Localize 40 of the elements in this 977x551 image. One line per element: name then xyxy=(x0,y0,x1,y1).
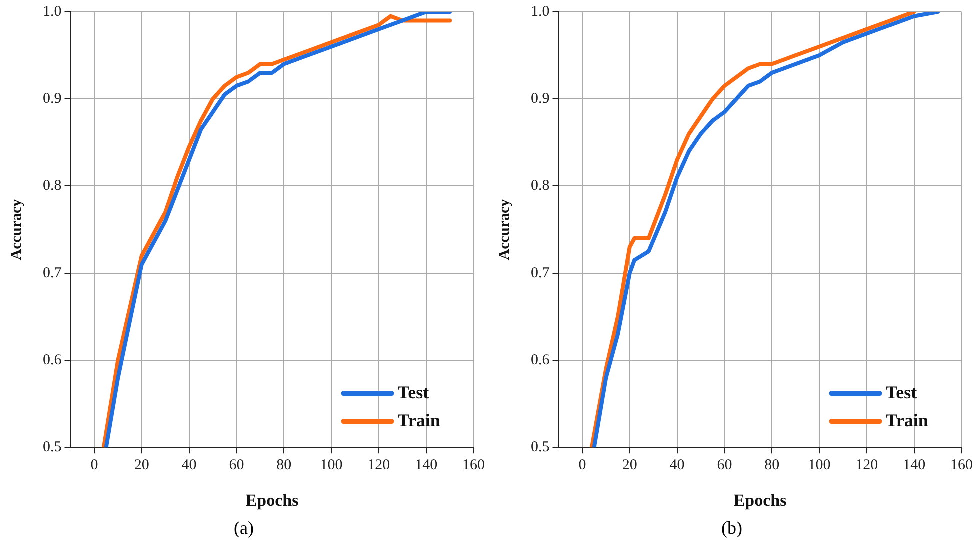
x-tick-label: 20 xyxy=(134,458,150,474)
x-tick-label: 120 xyxy=(368,458,390,474)
legend-label: Test xyxy=(886,382,918,402)
y-tick-label: 1.0 xyxy=(531,4,550,20)
x-tick-label: 40 xyxy=(182,458,197,474)
x-tick-label: 100 xyxy=(808,458,831,474)
y-tick-label: 0.7 xyxy=(531,265,550,282)
y-tick-label: 1.0 xyxy=(43,4,62,20)
x-tick-label: 120 xyxy=(856,458,878,474)
y-tick-label: 0.9 xyxy=(43,91,62,108)
y-tick-label: 0.9 xyxy=(531,91,550,108)
y-tick-label: 0.5 xyxy=(43,440,62,456)
x-tick-label: 60 xyxy=(229,458,244,474)
text: (a) xyxy=(234,518,254,539)
y-tick-label: 0.6 xyxy=(43,352,62,368)
x-tick-label: 160 xyxy=(462,458,485,474)
y-tick-label: 0.8 xyxy=(531,178,550,194)
x-tick-label: 40 xyxy=(670,458,685,474)
x-tick-label: 100 xyxy=(320,458,343,474)
y-axis-title: Accuracy xyxy=(8,198,25,260)
x-tick-label: 80 xyxy=(764,458,780,474)
x-tick-label: 60 xyxy=(717,458,732,474)
x-tick-label: 20 xyxy=(622,458,638,474)
x-tick-label: 140 xyxy=(415,458,438,474)
x-tick-label: 160 xyxy=(950,458,973,474)
y-tick-label: 0.7 xyxy=(43,265,62,282)
y-axis-title: Accuracy xyxy=(496,198,513,260)
legend-label: Train xyxy=(398,410,440,430)
y-tick-label: 0.8 xyxy=(43,178,62,194)
text: (b) xyxy=(722,518,742,539)
legend-label: Test xyxy=(398,382,430,402)
x-tick-label: 0 xyxy=(90,458,98,474)
x-axis-title: Epochs xyxy=(734,491,788,510)
x-tick-label: 0 xyxy=(578,458,586,474)
x-axis-title: Epochs xyxy=(246,491,300,510)
x-tick-label: 140 xyxy=(903,458,926,474)
y-tick-label: 0.5 xyxy=(531,440,550,456)
x-tick-label: 80 xyxy=(276,458,292,474)
y-tick-label: 0.6 xyxy=(531,352,550,368)
legend-label: Train xyxy=(886,410,928,430)
